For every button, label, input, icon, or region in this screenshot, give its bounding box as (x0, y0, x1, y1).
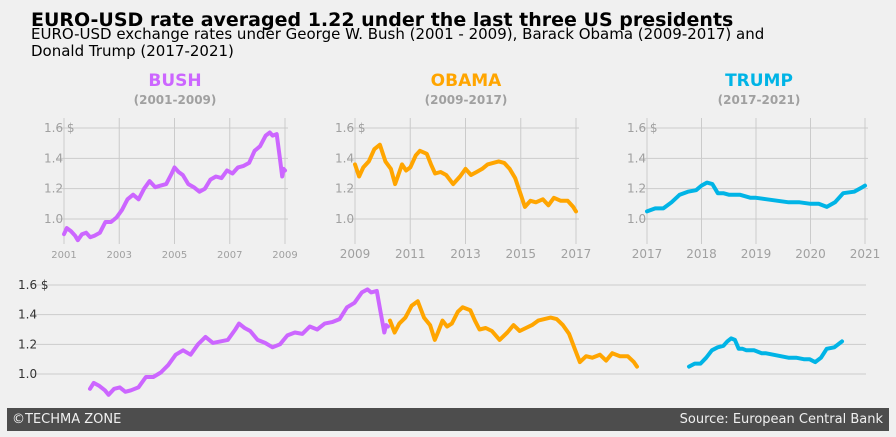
y-tick-label: 1.2 (335, 182, 354, 196)
x-tick-label: 2009 (340, 247, 371, 261)
y-tick-label: 1.2 (44, 182, 63, 196)
y-tick-label: 1.6 $ (18, 278, 49, 292)
y-tick-label: 1.0 (44, 212, 63, 226)
x-tick-label: 2017 (632, 247, 663, 261)
x-tick-label: 2018 (686, 247, 717, 261)
footer-source: Source: European Central Bank (679, 412, 883, 427)
footer-brand: ©TECHMA ZONE (12, 412, 122, 427)
x-tick-label: 2007 (217, 250, 242, 261)
x-tick-label: 2020 (795, 247, 826, 261)
x-tick-label: 2011 (395, 247, 426, 261)
x-tick-label: 2021 (850, 247, 881, 261)
trump-panel-subtitle: (2017-2021) (718, 93, 801, 107)
x-tick-label: 2001 (51, 250, 76, 261)
trump-panel-title: TRUMP (725, 71, 793, 91)
x-tick-label: 2019 (741, 247, 772, 261)
y-tick-label: 1.6 $ (44, 121, 75, 135)
y-tick-label: 1.0 (627, 212, 646, 226)
y-tick-label: 1.6 $ (335, 121, 366, 135)
y-tick-label: 1.0 (18, 367, 37, 381)
trump-line (645, 180, 867, 214)
x-tick-label: 2009 (272, 250, 297, 261)
obama-line (353, 142, 578, 214)
chart-title: EURO-USD rate averaged 1.22 under the la… (31, 9, 734, 31)
combined-obama-line (388, 299, 639, 369)
y-tick-label: 1.0 (335, 212, 354, 226)
y-tick-label: 1.4 (44, 151, 63, 165)
footer-bar: ©TECHMA ZONE Source: European Central Ba… (7, 408, 889, 431)
y-tick-label: 1.6 $ (627, 121, 658, 135)
chart-subtitle: EURO-USD exchange rates under George W. … (31, 25, 765, 60)
y-tick-label: 1.4 (335, 151, 354, 165)
y-tick-label: 1.2 (627, 182, 646, 196)
combined-trump-line (687, 336, 844, 369)
obama-panel-subtitle: (2009-2017) (425, 93, 508, 107)
obama-panel-title: OBAMA (431, 71, 502, 91)
x-tick-label: 2013 (450, 247, 481, 261)
x-tick-label: 2005 (162, 250, 187, 261)
y-tick-label: 1.4 (627, 151, 646, 165)
bush-line (62, 130, 287, 243)
y-tick-label: 1.4 (18, 308, 37, 322)
x-tick-label: 2015 (505, 247, 536, 261)
x-tick-label: 2017 (561, 247, 592, 261)
combined-bush-line (88, 287, 390, 397)
bush-panel-subtitle: (2001-2009) (134, 93, 217, 107)
bush-panel-title: BUSH (148, 71, 201, 91)
x-tick-label: 2003 (107, 250, 132, 261)
y-tick-label: 1.2 (18, 337, 37, 351)
